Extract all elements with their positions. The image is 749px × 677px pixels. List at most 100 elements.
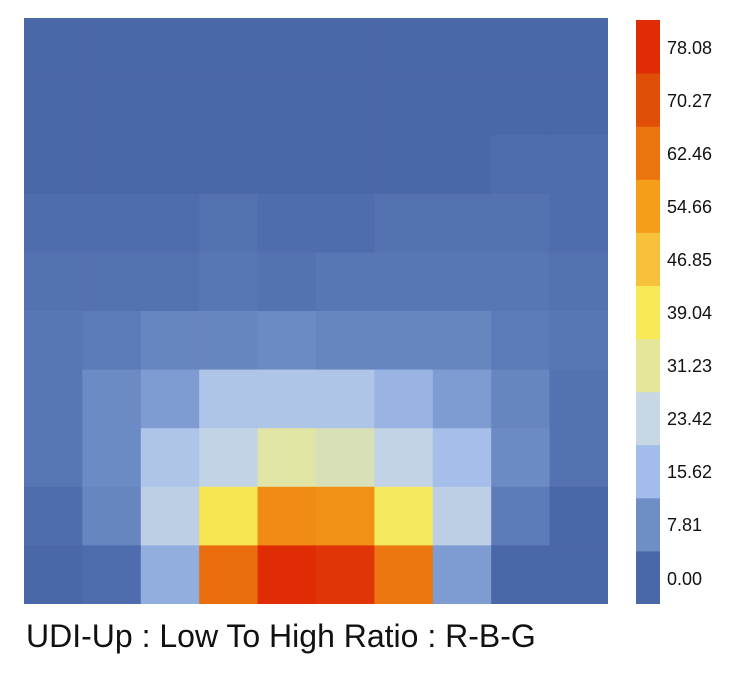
heatmap-cell-r6-c4 bbox=[257, 369, 317, 429]
colorbar-band-0 bbox=[636, 550, 660, 604]
heatmap-cell-r4-c6 bbox=[374, 252, 434, 312]
heatmap-cell-r9-c3 bbox=[199, 545, 259, 604]
heatmap-cell-r8-c0 bbox=[24, 486, 83, 546]
heatmap-cell-r5-c6 bbox=[374, 311, 434, 371]
colorbar-band-1 bbox=[636, 497, 660, 552]
colorbar-tick-label: 23.42 bbox=[667, 409, 713, 430]
heatmap-cell-r1-c9 bbox=[549, 76, 608, 136]
heatmap-cell-r2-c4 bbox=[257, 135, 317, 195]
heatmap-cell-r8-c7 bbox=[432, 486, 492, 546]
heatmap-cell-r2-c6 bbox=[374, 135, 434, 195]
colorbar-band-7 bbox=[636, 179, 660, 233]
heatmap-cell-r7-c7 bbox=[432, 428, 492, 488]
heatmap-cell-r9-c7 bbox=[432, 545, 492, 604]
heatmap-cell-r3-c4 bbox=[257, 193, 317, 253]
heatmap-cell-r6-c7 bbox=[432, 369, 492, 429]
heatmap-cell-r8-c8 bbox=[491, 486, 551, 546]
colorbar-band-3 bbox=[636, 391, 660, 446]
colorbar-tick-label: 62.46 bbox=[667, 143, 713, 164]
heatmap-cell-r5-c2 bbox=[140, 311, 200, 371]
heatmap-cell-r1-c5 bbox=[316, 76, 375, 136]
heatmap-cell-r2-c1 bbox=[82, 135, 142, 195]
heatmap-cell-r9-c5 bbox=[316, 545, 375, 604]
heatmap-cell-r7-c6 bbox=[374, 428, 434, 488]
heatmap-cell-r1-c7 bbox=[432, 76, 492, 136]
heatmap-cell-r6-c5 bbox=[316, 369, 375, 429]
heatmap-cell-r0-c7 bbox=[432, 18, 492, 78]
heatmap-cell-r0-c2 bbox=[140, 18, 200, 78]
colorbar-tick-label: 78.08 bbox=[667, 37, 713, 58]
heatmap-cell-r5-c3 bbox=[199, 311, 259, 371]
heatmap-cell-r7-c3 bbox=[199, 428, 259, 488]
heatmap-cell-r9-c4 bbox=[257, 545, 317, 604]
heatmap-cell-r1-c4 bbox=[257, 76, 317, 136]
heatmap-cell-r2-c5 bbox=[316, 135, 375, 195]
colorbar-band-10 bbox=[636, 20, 660, 74]
heatmap-cell-r6-c8 bbox=[491, 369, 551, 429]
colorbar-tick-label: 46.85 bbox=[667, 249, 713, 270]
heatmap-cell-r5-c9 bbox=[549, 311, 608, 371]
heatmap-cell-r3-c2 bbox=[140, 193, 200, 253]
heatmap-cell-r6-c0 bbox=[24, 369, 83, 429]
heatmap-cell-r1-c3 bbox=[199, 76, 259, 136]
heatmap-cell-r9-c8 bbox=[491, 545, 551, 604]
heatmap-cell-r0-c0 bbox=[24, 18, 83, 78]
heatmap-cell-r6-c3 bbox=[199, 369, 259, 429]
heatmap-cell-r0-c3 bbox=[199, 18, 259, 78]
heatmap-cell-r3-c6 bbox=[374, 193, 434, 253]
heatmap-cell-r1-c0 bbox=[24, 76, 83, 136]
colorbar bbox=[636, 20, 660, 604]
heatmap-cell-r3-c9 bbox=[549, 193, 608, 253]
heatmap-cell-r2-c3 bbox=[199, 135, 259, 195]
chart-title: UDI-Up : Low To High Ratio : R-B-G bbox=[26, 618, 536, 654]
heatmap-cell-r7-c5 bbox=[316, 428, 375, 488]
heatmap-cell-r5-c7 bbox=[432, 311, 492, 371]
heatmap-cell-r7-c9 bbox=[549, 428, 608, 488]
colorbar-band-2 bbox=[636, 444, 660, 499]
colorbar-tick-label: 31.23 bbox=[667, 356, 713, 377]
heatmap-cell-r4-c8 bbox=[491, 252, 551, 312]
heatmap-cell-r8-c6 bbox=[374, 486, 434, 546]
heatmap-cell-r2-c8 bbox=[491, 135, 551, 195]
heatmap-cell-r0-c5 bbox=[316, 18, 375, 78]
heatmap-cell-r0-c4 bbox=[257, 18, 317, 78]
heatmap-cell-r2-c2 bbox=[140, 135, 200, 195]
heatmap-cell-r8-c1 bbox=[82, 486, 142, 546]
heatmap-cell-r6-c6 bbox=[374, 369, 434, 429]
heatmap-cell-r7-c1 bbox=[82, 428, 142, 488]
heatmap-cell-r3-c5 bbox=[316, 193, 375, 253]
heatmap-cell-r9-c0 bbox=[24, 545, 83, 604]
colorbar-band-9 bbox=[636, 73, 660, 127]
colorbar-band-6 bbox=[636, 232, 660, 286]
heatmap-cell-r0-c8 bbox=[491, 18, 551, 78]
colorbar-band-5 bbox=[636, 285, 660, 340]
colorbar-tick-label: 54.66 bbox=[667, 196, 713, 217]
heatmap-cell-r6-c9 bbox=[549, 369, 608, 429]
heatmap-cell-r1-c6 bbox=[374, 76, 434, 136]
heatmap-cell-r8-c4 bbox=[257, 486, 317, 546]
heatmap-cell-r5-c8 bbox=[491, 311, 551, 371]
heatmap-cell-r8-c3 bbox=[199, 486, 259, 546]
heatmap-cell-r7-c2 bbox=[140, 428, 200, 488]
heatmap-cell-r4-c1 bbox=[82, 252, 142, 312]
heatmap-cell-r3-c7 bbox=[432, 193, 492, 253]
heatmap-cell-r2-c7 bbox=[432, 135, 492, 195]
heatmap-cell-r4-c9 bbox=[549, 252, 608, 312]
heatmap-cell-r9-c9 bbox=[549, 545, 608, 604]
colorbar-tick-label: 7.81 bbox=[667, 515, 703, 536]
heatmap-cell-r3-c3 bbox=[199, 193, 259, 253]
heatmap-cell-r4-c2 bbox=[140, 252, 200, 312]
heatmap-cell-r3-c1 bbox=[82, 193, 142, 253]
heatmap-cell-r4-c7 bbox=[432, 252, 492, 312]
heatmap-cell-r8-c9 bbox=[549, 486, 608, 546]
heatmap-cell-r2-c0 bbox=[24, 135, 83, 195]
heatmap-cell-r4-c3 bbox=[199, 252, 259, 312]
colorbar-tick-label: 15.62 bbox=[667, 462, 713, 483]
heatmap-cell-r0-c6 bbox=[374, 18, 434, 78]
heatmap-cell-r5-c1 bbox=[82, 311, 142, 371]
heatmap-cell-r3-c0 bbox=[24, 193, 83, 253]
heatmap-cell-r7-c0 bbox=[24, 428, 83, 488]
colorbar-band-8 bbox=[636, 126, 660, 180]
heatmap-cell-r5-c4 bbox=[257, 311, 317, 371]
heatmap-plot bbox=[24, 18, 608, 604]
